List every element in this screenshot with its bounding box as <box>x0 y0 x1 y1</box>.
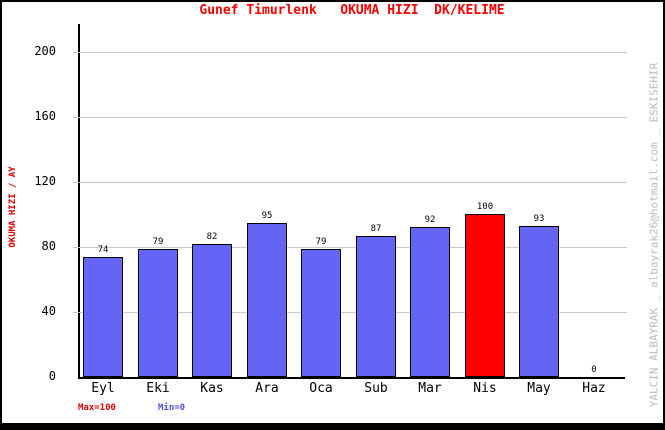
left-border <box>0 0 2 430</box>
y-tick-label-40: 40 <box>41 304 56 318</box>
y-tick-label-120: 120 <box>34 174 56 188</box>
bar-Sub <box>356 236 396 377</box>
bar-value-Eki: 79 <box>152 237 164 247</box>
y-tick-label-0: 0 <box>48 369 56 383</box>
bar-Mar <box>410 227 450 377</box>
y-axis-line <box>78 24 80 379</box>
x-axis-line <box>78 377 625 379</box>
bar-value-Oca: 79 <box>315 237 327 247</box>
x-label-Eki: Eki <box>146 381 170 396</box>
gridline-40 <box>79 312 627 313</box>
x-label-Mar: Mar <box>418 381 442 396</box>
bar-value-Haz: 0 <box>591 365 597 375</box>
x-label-Eyl: Eyl <box>91 381 115 396</box>
chart-title: Gunef Timurlenk OKUMA HIZI DK/KELIME <box>199 3 505 18</box>
bar-value-Sub: 87 <box>370 224 382 234</box>
x-label-Kas: Kas <box>200 381 224 396</box>
x-label-Nis: Nis <box>473 381 497 396</box>
x-label-Oca: Oca <box>309 381 333 396</box>
x-label-Sub: Sub <box>364 381 388 396</box>
x-label-May: May <box>527 381 551 396</box>
bar-value-Eyl: 74 <box>97 245 109 255</box>
bar-value-May: 93 <box>533 214 545 224</box>
watermark-text: YALCIN ALBAYRAK _ albayrak26@hotmail.com… <box>647 62 661 408</box>
y-tick-label-80: 80 <box>41 239 56 253</box>
y-tick-200 <box>73 52 79 53</box>
gridline-160 <box>79 117 627 118</box>
x-label-Ara: Ara <box>255 381 279 396</box>
bar-value-Nis: 100 <box>476 202 494 212</box>
bar-Kas <box>192 244 232 377</box>
y-tick-160 <box>73 117 79 118</box>
legend-min-value: Min=0 <box>158 403 186 413</box>
bar-value-Kas: 82 <box>206 232 218 242</box>
gridline-120 <box>79 182 627 183</box>
bottom-black-bar <box>0 423 665 430</box>
bar-Nis <box>465 214 505 377</box>
y-tick-120 <box>73 182 79 183</box>
gridline-200 <box>79 52 627 53</box>
x-label-Haz: Haz <box>582 381 606 396</box>
bar-value-Ara: 95 <box>261 211 273 221</box>
y-tick-80 <box>73 247 79 248</box>
bar-Eki <box>138 249 178 377</box>
bar-value-Mar: 92 <box>424 215 436 225</box>
right-border <box>663 0 665 430</box>
y-tick-label-160: 160 <box>34 109 56 123</box>
legend-max-value: Max=100 <box>78 403 116 413</box>
bar-Ara <box>247 223 287 377</box>
y-tick-label-200: 200 <box>34 44 56 58</box>
bar-May <box>519 226 559 377</box>
gridline-80 <box>79 247 627 248</box>
y-tick-40 <box>73 312 79 313</box>
top-border <box>0 0 665 2</box>
bar-Eyl <box>83 257 123 377</box>
bar-Oca <box>301 249 341 377</box>
